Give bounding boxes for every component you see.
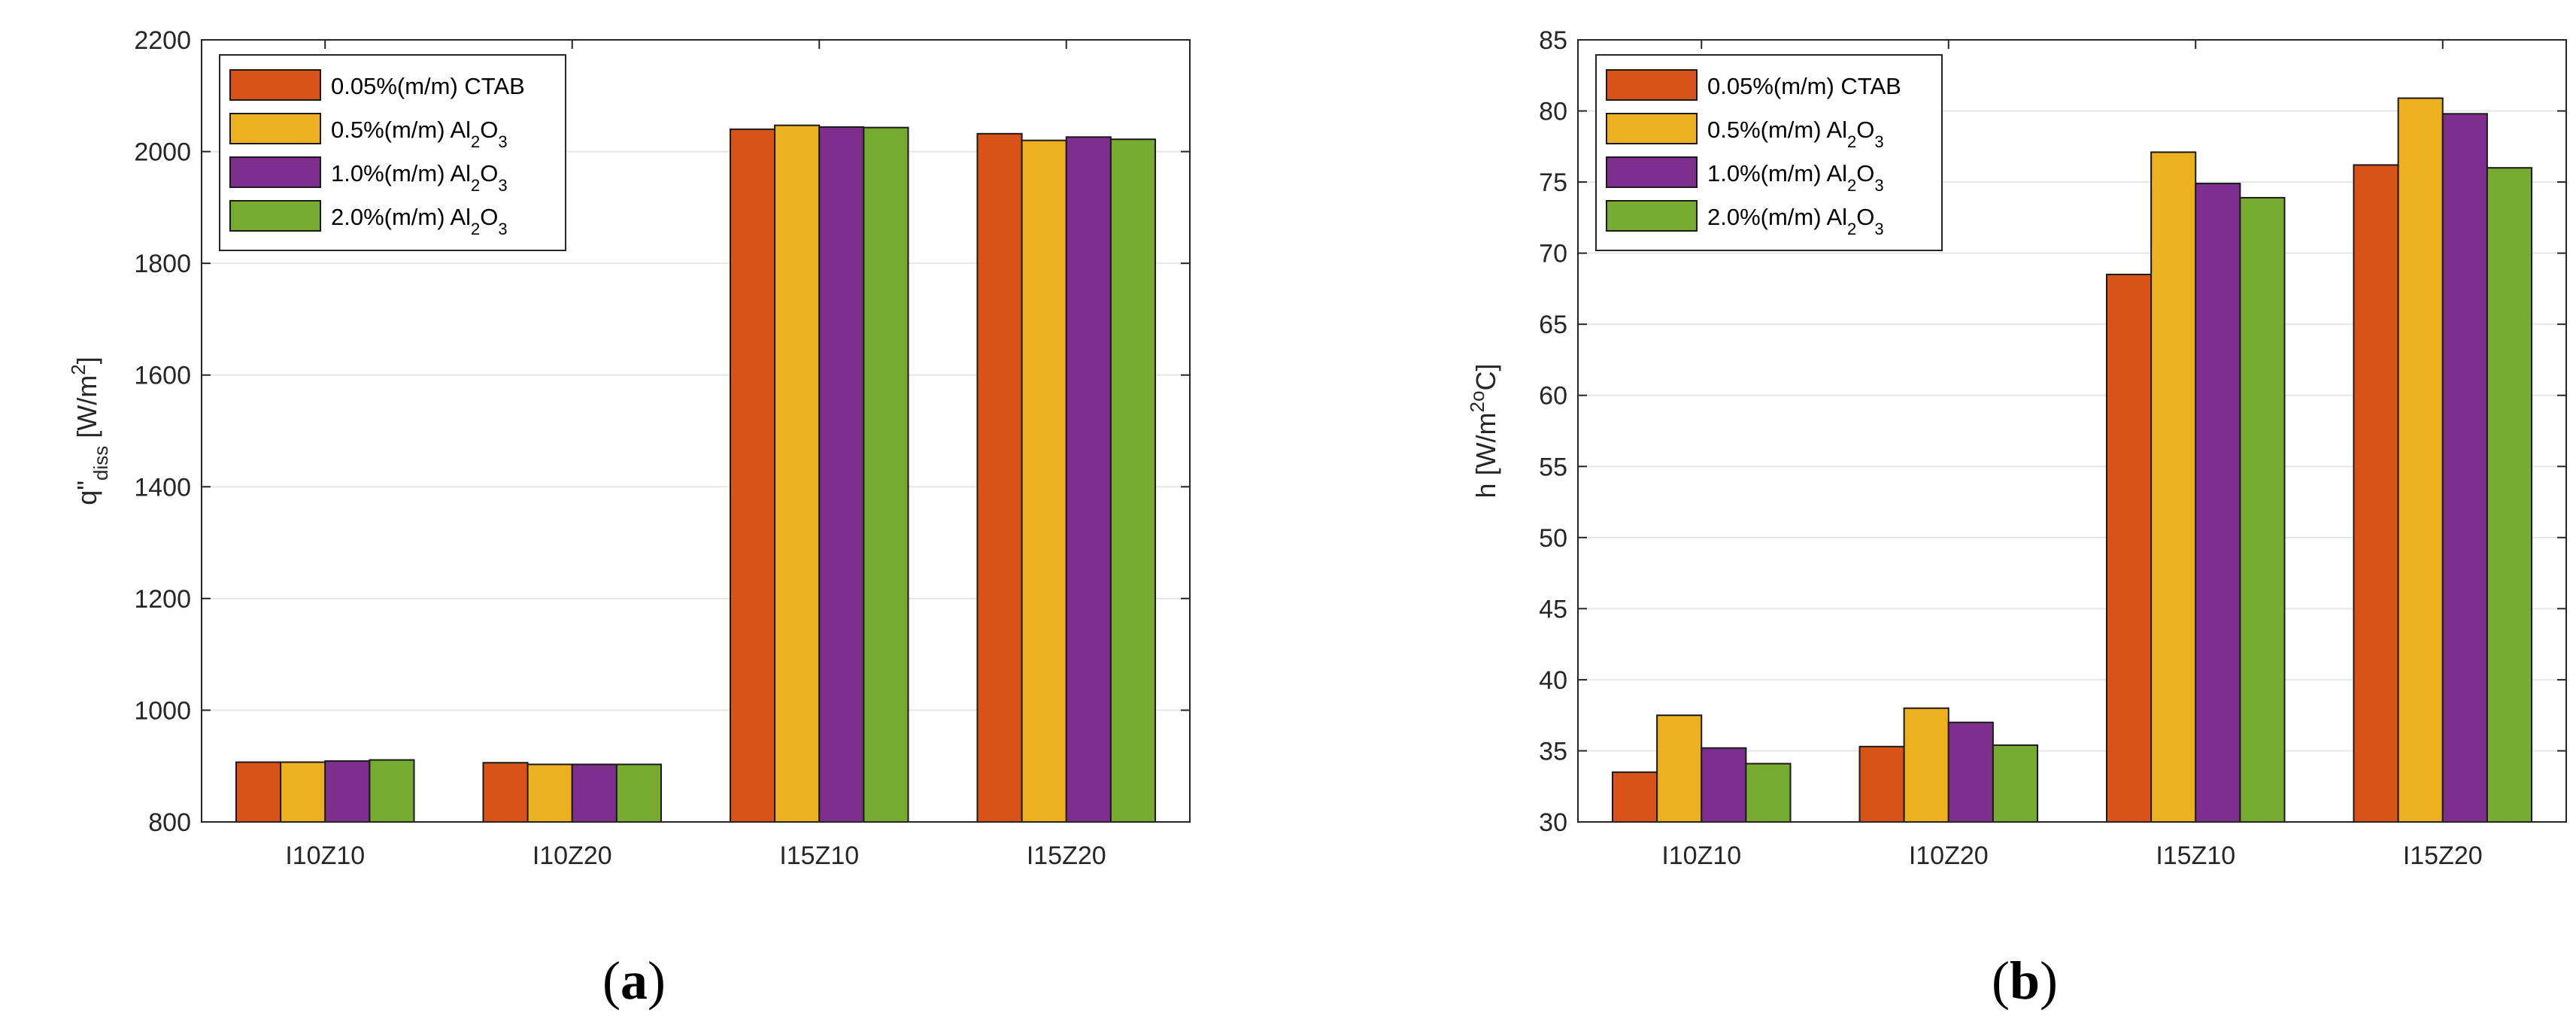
y-tick-label: 70 [1539,240,1567,268]
legend-swatch-2 [229,113,321,144]
y-tick-label: 30 [1539,808,1567,837]
bar-i15z20-series-4 [2486,167,2533,823]
y-tick-label: 80 [1539,98,1567,126]
axes-frame [1577,39,2567,823]
legend-label-1: 0.05%(m/m) CTAB [331,73,525,99]
x-tick-label: I10Z20 [532,841,612,870]
bar-i10z10-series-4 [369,759,415,823]
y-tick-label: 35 [1539,737,1567,766]
y-tick-label: 1200 [134,585,191,614]
bar-i15z10-series-4 [2239,196,2286,823]
bar-i15z10-series-3 [2195,182,2241,823]
legend-swatch-2 [1606,113,1698,144]
bar-i15z10-series-1 [729,128,776,823]
legend-label-3: 1.0%(m/m) Al2O3 [331,160,508,195]
bar-i15z10-series-2 [2150,151,2197,823]
bar-i15z20-series-1 [976,132,1023,823]
chart-panel-a: 800 1000 1200 1400 1600 1800 2000 2200 I10Z10 I10… [67,26,1191,1011]
bar-i15z10-series-2 [774,124,821,823]
y-tick-label: 65 [1539,311,1567,339]
y-axis-title: h [W/m2oC] [1466,364,1501,499]
legend-label-2: 0.5%(m/m) Al2O3 [1707,117,1884,151]
bar-i10z20-series-1 [482,762,529,823]
y-tick-label: 1000 [134,696,191,725]
bar-i10z10-series-4 [1745,763,1792,823]
axes-frame [201,39,1191,823]
legend-label-4: 2.0%(m/m) Al2O3 [331,204,508,238]
y-tick-label: 1600 [134,362,191,390]
bar-i10z10-series-2 [1656,714,1703,823]
bar-i15z20-series-2 [2397,97,2444,823]
bar-i10z10-series-2 [280,761,326,823]
legend-swatch-1 [1606,69,1698,101]
bar-i10z20-series-3 [571,763,617,823]
legend: 0.05%(m/m) CTAB 0.5%(m/m) Al2O3 1.0%(m/m) … [219,54,566,251]
x-tick-label: I15Z10 [779,841,859,870]
legend-swatch-3 [229,156,321,188]
legend-swatch-3 [1606,156,1698,188]
y-tick-label: 45 [1539,595,1567,623]
panel-label-a: (a) [602,951,666,1011]
bar-i10z20-series-3 [1947,721,1994,823]
legend-swatch-4 [1606,200,1698,232]
bar-i15z10-series-4 [863,126,909,823]
y-tick-label: 85 [1539,26,1567,55]
legend-swatch-1 [229,69,321,101]
bar-i10z20-series-1 [1858,745,1905,823]
x-tick-label: I10Z20 [1909,841,1989,870]
y-tick-label: 800 [148,808,191,837]
legend-label-3: 1.0%(m/m) Al2O3 [1707,160,1884,195]
x-tick-label: I10Z10 [1661,841,1741,870]
bar-i10z10-series-1 [1611,771,1658,823]
y-axis-title: q"diss [W/m2] [67,356,112,505]
bar-i15z10-series-1 [2105,274,2153,823]
y-tick-label: 75 [1539,168,1567,197]
chart-panel-b: 30 35 40 45 50 55 60 65 70 75 80 85 I10Z10 I10Z20 I15Z… [1466,26,2567,1011]
bar-i10z20-series-4 [1992,744,2039,823]
bar-i10z20-series-4 [615,763,663,823]
bar-i15z20-series-3 [1065,136,1112,823]
bar-i15z20-series-2 [1021,139,1067,823]
bar-i15z20-series-1 [2353,164,2399,823]
y-tick-label: 50 [1539,524,1567,553]
bar-i15z10-series-3 [818,126,865,823]
bar-i15z20-series-3 [2441,113,2488,823]
y-tick-label: 2200 [134,26,191,55]
bar-i15z20-series-4 [1109,138,1157,823]
legend: 0.05%(m/m) CTAB 0.5%(m/m) Al2O3 1.0%(m/m) … [1595,54,1943,251]
legend-swatch-4 [229,200,321,232]
y-tick-label: 40 [1539,666,1567,695]
legend-label-2: 0.5%(m/m) Al2O3 [331,117,508,151]
legend-label-4: 2.0%(m/m) Al2O3 [1707,204,1884,238]
y-tick-label: 55 [1539,453,1567,481]
bar-i10z20-series-2 [1903,707,1949,823]
bar-i10z10-series-1 [235,761,282,823]
x-tick-label: I10Z10 [285,841,365,870]
bar-i10z10-series-3 [324,760,371,823]
x-tick-label: I15Z20 [2403,841,2483,870]
panel-label-b: (b) [1992,951,2058,1011]
x-tick-label: I15Z10 [2156,841,2235,870]
y-tick-label: 1400 [134,473,191,502]
y-tick-label: 1800 [134,250,191,278]
x-tick-label: I15Z20 [1027,841,1106,870]
y-tick-label: 60 [1539,382,1567,411]
bar-i10z10-series-3 [1701,747,1747,823]
y-tick-label: 2000 [134,138,191,167]
legend-label-1: 0.05%(m/m) CTAB [1707,73,1901,99]
bar-i10z20-series-2 [526,763,573,823]
